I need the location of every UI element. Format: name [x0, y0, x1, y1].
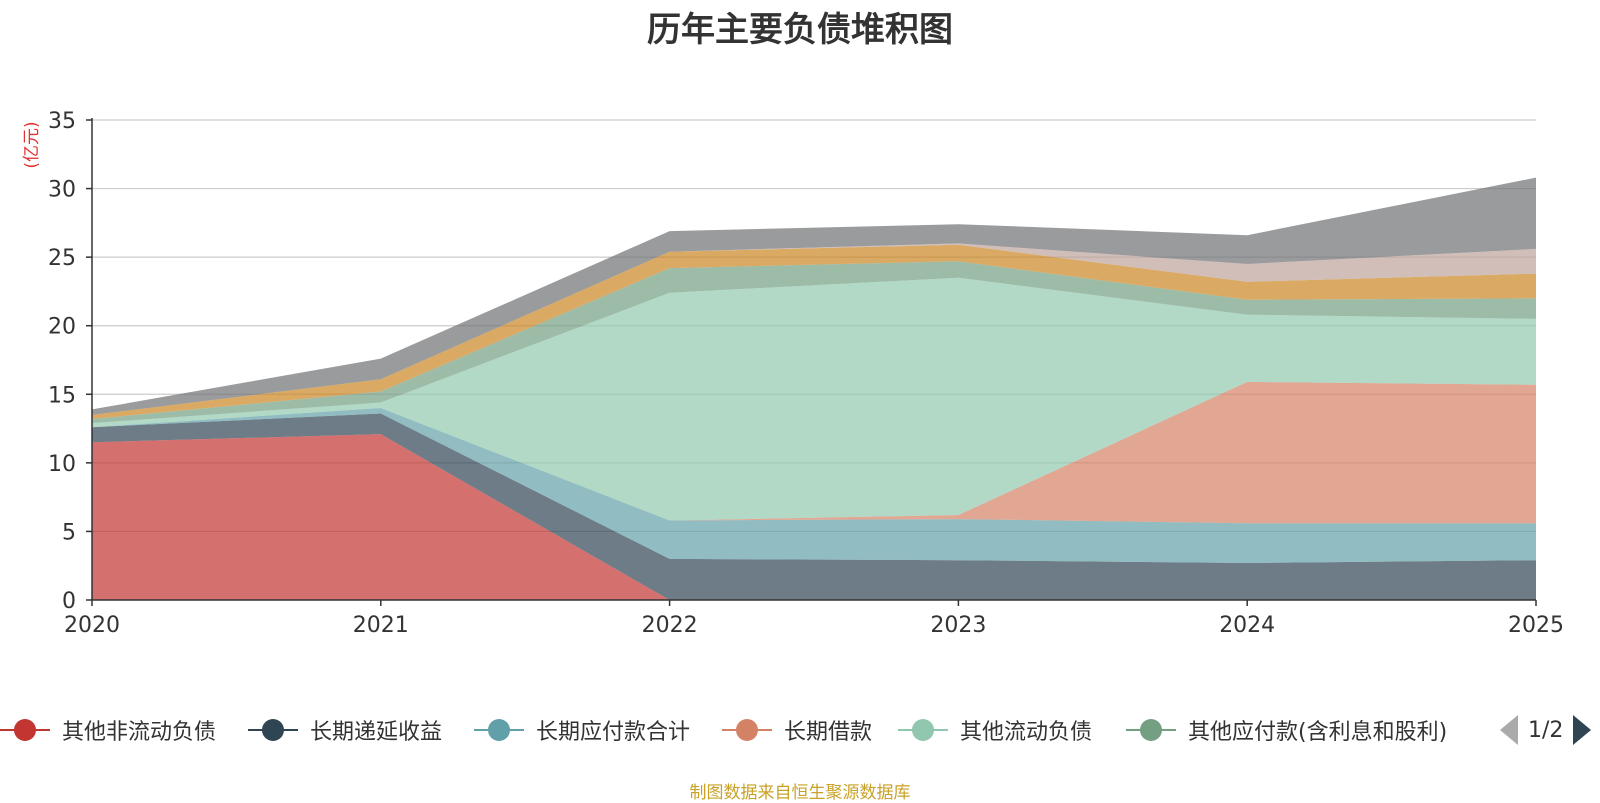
- legend-label: 长期借款: [784, 720, 873, 745]
- chart-title: 历年主要负债堆积图: [647, 10, 953, 50]
- y-tick-label: 20: [48, 315, 76, 340]
- source-note: 制图数据来自恒生聚源数据库: [689, 783, 911, 803]
- legend-label: 其他应付款(含利息和股利): [1188, 720, 1448, 745]
- legend: 其他非流动负债 长期递延收益 长期应付款合计 长期借款 其他流动负债 其他应付款…: [0, 712, 1600, 748]
- y-tick-label: 30: [48, 178, 76, 203]
- area-series-3[interactable]: [92, 381, 1536, 524]
- x-tick-label: 2020: [64, 613, 120, 638]
- x-tick-label: 2021: [353, 613, 409, 638]
- legend-next-page-icon[interactable]: [1571, 713, 1593, 747]
- y-tick-label: 35: [48, 109, 76, 134]
- area-series-6[interactable]: [92, 244, 1536, 419]
- legend-item-deferred-income[interactable]: 长期递延收益: [248, 712, 442, 748]
- legend-item-long-term-loans[interactable]: 长期借款: [722, 712, 872, 748]
- legend-item-other-noncurrent[interactable]: 其他非流动负债: [0, 712, 216, 748]
- legend-label: 其他流动负债: [960, 720, 1093, 745]
- legend-item-other-current[interactable]: 其他流动负债: [898, 712, 1092, 748]
- legend-item-long-term-payables[interactable]: 长期应付款合计: [474, 712, 690, 748]
- area-series-1[interactable]: [92, 413, 1536, 601]
- area-series: [92, 177, 1536, 601]
- y-tick-label: 15: [48, 383, 76, 408]
- area-series-7[interactable]: [92, 243, 1536, 415]
- legend-marker-icon: [1126, 719, 1176, 741]
- legend-marker-icon: [898, 719, 948, 741]
- y-tick-label: 0: [62, 589, 76, 614]
- y-tick-label: 10: [48, 452, 76, 477]
- area-series-2[interactable]: [92, 408, 1536, 563]
- y-tick-label: 25: [48, 246, 76, 271]
- x-tick-label: 2023: [930, 613, 986, 638]
- area-series-4[interactable]: [92, 277, 1536, 521]
- legend-pager: 1/2: [1498, 712, 1598, 748]
- area-series-8[interactable]: [92, 177, 1536, 415]
- legend-label: 长期应付款合计: [536, 720, 691, 745]
- legend-prev-page-icon[interactable]: [1498, 713, 1520, 747]
- legend-marker-icon: [248, 719, 298, 741]
- legend-marker-icon: [0, 719, 50, 741]
- legend-page-indicator: 1/2: [1528, 717, 1564, 743]
- legend-marker-icon: [722, 719, 772, 741]
- x-tick-label: 2025: [1508, 613, 1564, 638]
- legend-marker-icon: [474, 719, 524, 741]
- y-axis-label: (亿元): [22, 121, 42, 168]
- x-tick-label: 2024: [1219, 613, 1275, 638]
- legend-label: 其他非流动负债: [62, 720, 217, 745]
- area-series-5[interactable]: [92, 261, 1536, 424]
- y-tick-label: 5: [62, 520, 76, 545]
- legend-label: 长期递延收益: [310, 720, 443, 745]
- legend-item-other-payables[interactable]: 其他应付款(含利息和股利): [1126, 712, 1447, 748]
- x-tick-label: 2022: [642, 613, 698, 638]
